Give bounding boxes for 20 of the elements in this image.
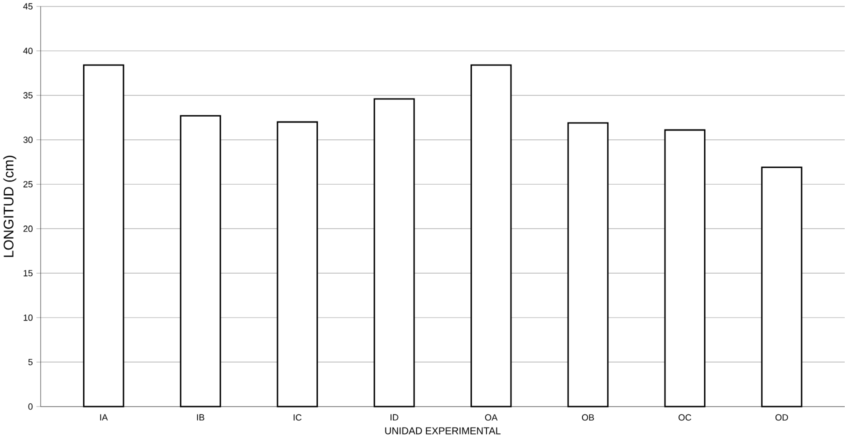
y-axis-title: LONGITUD (cm) xyxy=(3,156,16,258)
x-tick-label: IB xyxy=(197,414,204,421)
x-tick-label: OD xyxy=(775,414,788,421)
y-tick-label: 30 xyxy=(23,136,33,144)
x-tick-label: OA xyxy=(485,414,498,421)
y-tick-label: 0 xyxy=(28,404,33,410)
x-tick-label: IA xyxy=(100,414,108,421)
y-tick-label: 40 xyxy=(23,48,33,54)
y-tick-label: 5 xyxy=(28,359,33,366)
x-axis-title: UNIDAD EXPERIMENTAL xyxy=(385,428,501,434)
y-tick-label: 35 xyxy=(23,92,33,99)
x-tick-label: IC xyxy=(294,414,302,421)
y-tick-label: 15 xyxy=(24,270,33,276)
x-tick-label: OB xyxy=(582,414,594,421)
y-tick-label: 20 xyxy=(23,226,33,232)
y-tick-label: 25 xyxy=(23,181,33,188)
x-tick-label: ID xyxy=(390,414,398,421)
y-tick-label: 10 xyxy=(24,314,33,321)
x-tick-label: OC xyxy=(678,414,692,421)
y-tick-label: 45 xyxy=(23,3,33,10)
